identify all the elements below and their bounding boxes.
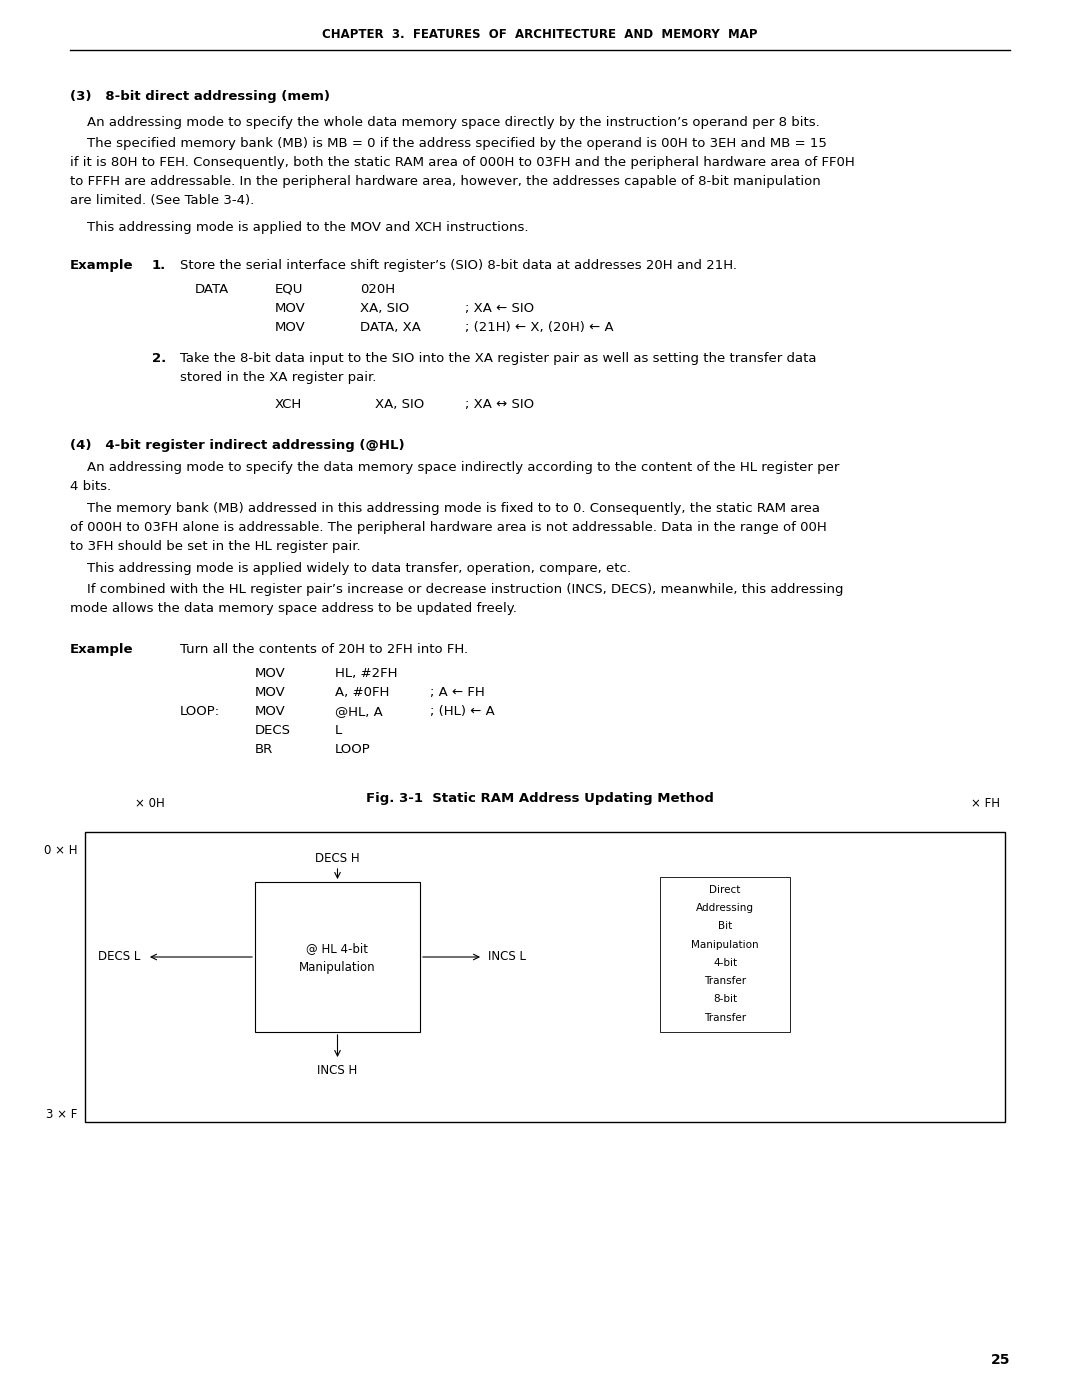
Bar	[255, 882, 420, 1032]
Text: MOV: MOV	[255, 705, 286, 718]
Text: An addressing mode to specify the data memory space indirectly according to the : An addressing mode to specify the data m…	[70, 461, 839, 474]
Text: 4 bits.: 4 bits.	[70, 481, 111, 493]
Text: XCH: XCH	[275, 398, 302, 411]
Text: DECS L: DECS L	[97, 950, 140, 964]
Text: DECS: DECS	[255, 724, 291, 738]
Text: 020H: 020H	[360, 284, 395, 296]
Text: An addressing mode to specify the whole data memory space directly by the instru: An addressing mode to specify the whole …	[70, 116, 820, 129]
Text: XA, SIO: XA, SIO	[360, 302, 409, 314]
Text: ; A ← FH: ; A ← FH	[430, 686, 485, 698]
Text: Direct: Direct	[710, 886, 741, 895]
Text: DATA, XA: DATA, XA	[360, 321, 421, 334]
Text: (3)   8-bit direct addressing (mem): (3) 8-bit direct addressing (mem)	[70, 89, 330, 103]
Text: The specified memory bank (MB) is MB = 0 if the address specified by the operand: The specified memory bank (MB) is MB = 0…	[70, 137, 827, 149]
Text: MOV: MOV	[275, 302, 306, 314]
Text: XA, SIO: XA, SIO	[375, 398, 424, 411]
Text: ; (HL) ← A: ; (HL) ← A	[430, 705, 495, 718]
Text: Fig. 3-1  Static RAM Address Updating Method: Fig. 3-1 Static RAM Address Updating Met…	[366, 792, 714, 805]
Text: mode allows the data memory space address to be updated freely.: mode allows the data memory space addres…	[70, 602, 517, 615]
Text: Addressing: Addressing	[696, 904, 754, 914]
Text: 1.: 1.	[152, 258, 166, 272]
Text: × 0H: × 0H	[135, 798, 165, 810]
Text: The memory bank (MB) addressed in this addressing mode is fixed to to 0. Consequ: The memory bank (MB) addressed in this a…	[70, 502, 820, 515]
Text: Store the serial interface shift register’s (SIO) 8-bit data at addresses 20H an: Store the serial interface shift registe…	[180, 258, 737, 272]
Text: Manipulation: Manipulation	[299, 961, 376, 974]
Text: BR: BR	[255, 743, 273, 756]
Text: EQU: EQU	[275, 284, 303, 296]
Text: MOV: MOV	[255, 686, 286, 698]
Text: DATA: DATA	[195, 284, 229, 296]
Text: ; (21H) ← X, (20H) ← A: ; (21H) ← X, (20H) ← A	[465, 321, 613, 334]
Text: ; XA ↔ SIO: ; XA ↔ SIO	[465, 398, 535, 411]
Text: LOOP: LOOP	[335, 743, 370, 756]
Text: If combined with the HL register pair’s increase or decrease instruction (INCS, : If combined with the HL register pair’s …	[70, 583, 843, 597]
Text: 8-bit: 8-bit	[713, 995, 737, 1004]
Text: stored in the XA register pair.: stored in the XA register pair.	[180, 372, 376, 384]
Text: Take the 8-bit data input to the SIO into the XA register pair as well as settin: Take the 8-bit data input to the SIO int…	[180, 352, 816, 365]
Text: Manipulation: Manipulation	[691, 940, 759, 950]
Text: LOOP:: LOOP:	[180, 705, 220, 718]
Text: are limited. (See Table 3-4).: are limited. (See Table 3-4).	[70, 194, 254, 207]
Text: 3 × F: 3 × F	[45, 1108, 77, 1120]
Text: L: L	[335, 724, 342, 738]
Text: Example: Example	[70, 643, 134, 657]
Text: Example: Example	[70, 258, 134, 272]
Text: if it is 80H to FEH. Consequently, both the static RAM area of 000H to 03FH and : if it is 80H to FEH. Consequently, both …	[70, 156, 854, 169]
Text: 2.: 2.	[152, 352, 166, 365]
Text: INCS H: INCS H	[318, 1065, 357, 1077]
Text: MOV: MOV	[275, 321, 306, 334]
Text: This addressing mode is applied to the MOV and XCH instructions.: This addressing mode is applied to the M…	[70, 221, 528, 235]
Text: ; XA ← SIO: ; XA ← SIO	[465, 302, 535, 314]
Text: Transfer: Transfer	[704, 977, 746, 986]
Text: to FFFH are addressable. In the peripheral hardware area, however, the addresses: to FFFH are addressable. In the peripher…	[70, 175, 821, 189]
Text: CHAPTER  3.  FEATURES  OF  ARCHITECTURE  AND  MEMORY  MAP: CHAPTER 3. FEATURES OF ARCHITECTURE AND …	[322, 28, 758, 42]
Text: (4)   4-bit register indirect addressing (@HL): (4) 4-bit register indirect addressing (…	[70, 439, 405, 453]
Text: Turn all the contents of 20H to 2FH into FH.: Turn all the contents of 20H to 2FH into…	[180, 643, 468, 657]
Text: INCS L: INCS L	[488, 950, 526, 964]
Text: A, #0FH: A, #0FH	[335, 686, 390, 698]
Text: 4-bit: 4-bit	[713, 958, 737, 968]
Text: @HL, A: @HL, A	[335, 705, 382, 718]
Text: of 000H to 03FH alone is addressable. The peripheral hardware area is not addres: of 000H to 03FH alone is addressable. Th…	[70, 521, 827, 534]
Bar	[660, 877, 789, 1032]
Text: This addressing mode is applied widely to data transfer, operation, compare, etc: This addressing mode is applied widely t…	[70, 562, 631, 576]
Text: 25: 25	[990, 1354, 1010, 1368]
Text: HL, #2FH: HL, #2FH	[335, 666, 397, 680]
Bar	[85, 833, 1005, 1122]
Text: Bit: Bit	[718, 922, 732, 932]
Text: 0 × H: 0 × H	[43, 844, 77, 856]
Text: Transfer: Transfer	[704, 1013, 746, 1023]
Text: DECS H: DECS H	[315, 852, 360, 865]
Text: MOV: MOV	[255, 666, 286, 680]
Text: @ HL 4-bit: @ HL 4-bit	[307, 943, 368, 956]
Text: × FH: × FH	[971, 798, 1000, 810]
Text: to 3FH should be set in the HL register pair.: to 3FH should be set in the HL register …	[70, 541, 361, 553]
